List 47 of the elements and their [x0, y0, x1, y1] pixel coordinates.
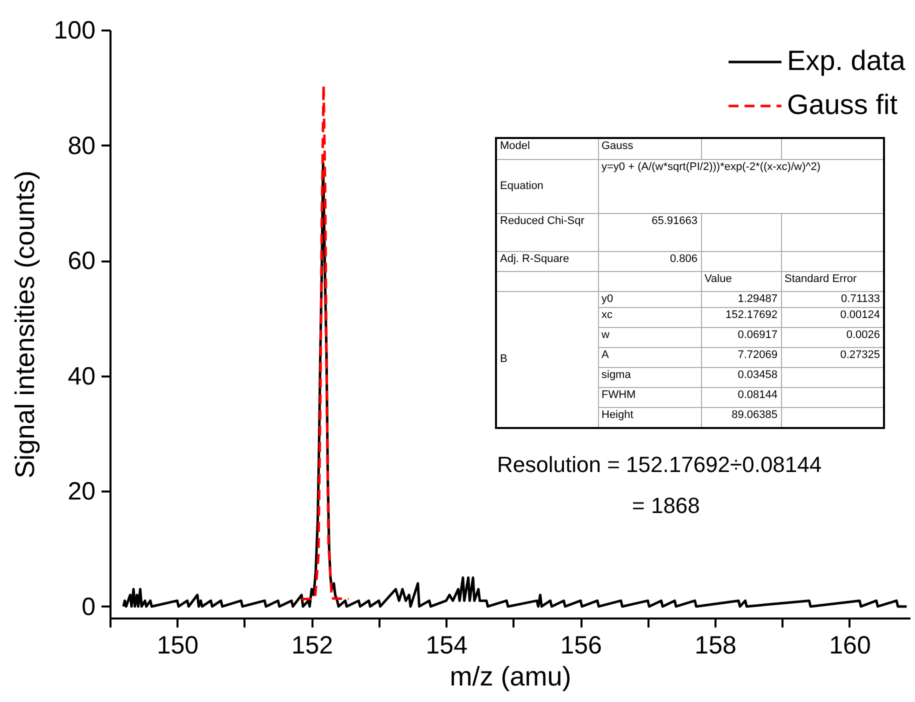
x-tick-label: 158: [694, 632, 736, 660]
annotation: A: [598, 348, 701, 368]
x-tick-label: 154: [426, 632, 468, 660]
annotation: Standard Error: [781, 272, 884, 292]
annotation: 0.71133: [781, 292, 884, 308]
x-tick-label: 152: [291, 632, 334, 660]
annotation: Equation: [496, 160, 598, 214]
legend-label: Gauss fit: [787, 89, 898, 120]
legend-label: Exp. data: [787, 45, 906, 76]
annotation: 89.06385: [701, 408, 781, 428]
annotation: 65.91663: [598, 214, 701, 252]
annotation: 1.29487: [701, 292, 781, 308]
y-tick-label: 20: [68, 478, 96, 506]
x-axis-title: m/z (amu): [450, 662, 572, 692]
annotation: 7.72069: [701, 348, 781, 368]
annotation: Gauss: [598, 138, 701, 160]
y-tick-label: 100: [54, 16, 96, 44]
annotation: y=y0 + (A/(w*sqrt(PI/2)))*exp(-2*((x-xc)/w)^2): [598, 160, 884, 214]
annotation: 0.0026: [781, 328, 884, 348]
annotation: Reduced Chi-Sqr: [496, 214, 598, 252]
annotation: 0.08144: [701, 388, 781, 408]
annotation: Resolution = 152.17692÷0.08144: [497, 452, 822, 478]
annotation: 0.00124: [781, 308, 884, 328]
annotation: sigma: [598, 368, 701, 388]
annotation: = 1868: [632, 493, 700, 519]
y-tick-label: 60: [68, 247, 96, 276]
annotation: xc: [598, 308, 701, 328]
annotation: 152.17692: [701, 308, 781, 328]
annotation: 0.06917: [701, 328, 781, 348]
annotation: FWHM: [598, 388, 701, 408]
annotation: B: [496, 292, 598, 428]
annotation: Value: [701, 272, 781, 292]
x-tick-label: 150: [156, 632, 199, 660]
annotation: Model: [496, 138, 598, 160]
annotation: 0.27325: [781, 348, 884, 368]
annotation: 0.806: [598, 252, 701, 272]
x-tick-label: 156: [560, 632, 602, 660]
annotation: 0.03458: [701, 368, 781, 388]
y-tick-label: 80: [68, 132, 96, 160]
annotation: Adj. R-Square: [496, 252, 598, 272]
annotation: w: [598, 328, 701, 348]
annotation: Height: [598, 408, 701, 428]
y-tick-label: 0: [82, 592, 96, 621]
annotation: y0: [598, 292, 701, 308]
x-tick-label: 160: [829, 632, 871, 660]
y-tick-label: 40: [68, 362, 96, 390]
y-axis-title: Signal intensities (counts): [10, 170, 40, 478]
